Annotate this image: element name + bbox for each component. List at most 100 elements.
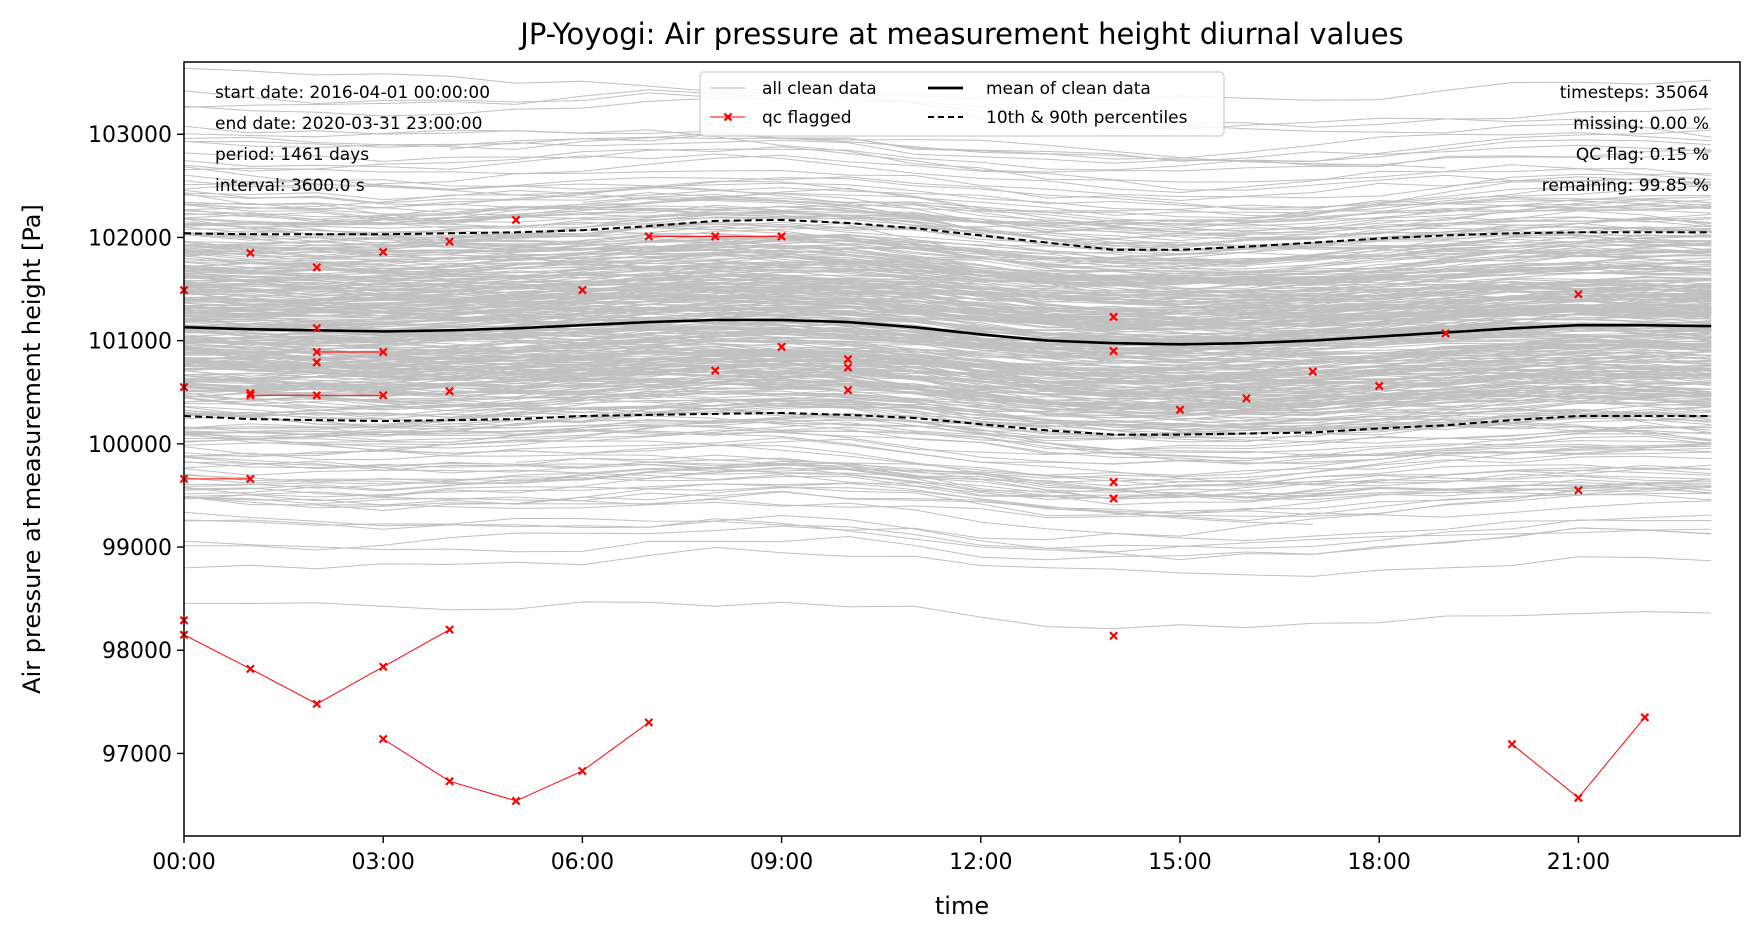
clean-data-line [183, 403, 1712, 427]
clean-data-line [183, 248, 1712, 285]
clean-data-line [449, 139, 1446, 169]
qc-point [578, 766, 587, 776]
clean-data-line [183, 429, 1712, 451]
clean-data-line [183, 199, 1712, 251]
clean-data-line [316, 204, 1247, 241]
qc-point [246, 388, 255, 398]
qc-point [1242, 394, 1251, 403]
y-axis: 97000 98000 99000 100000 101000 102000 103000 [88, 123, 184, 767]
qc-point [710, 366, 720, 375]
clean-data-line [183, 511, 1712, 561]
clean-data-line [183, 282, 1712, 318]
x-tick-label: 21:00 [1547, 850, 1610, 875]
clean-data-line [183, 260, 1712, 285]
qc-segment [183, 629, 450, 705]
clean-data-line [183, 133, 1712, 166]
clean-data-line [183, 210, 1712, 233]
clean-data-line [183, 274, 1712, 324]
clean-data-line [183, 263, 1712, 337]
qc-point [312, 347, 322, 357]
clean-data-line [183, 189, 1712, 244]
clean-data-line [183, 527, 1712, 561]
clean-data-line [183, 277, 1712, 318]
qc-point [246, 474, 255, 484]
y-tick-label: 101000 [88, 330, 172, 355]
clean-data-line [183, 367, 1313, 399]
y-tick-label: 102000 [88, 226, 172, 251]
legend-box [699, 71, 1225, 137]
clean-data-line [183, 372, 1712, 410]
x-tick-label: 00:00 [152, 850, 215, 875]
qc-point [445, 386, 454, 396]
qc-point [246, 664, 255, 674]
clean-data-line [183, 264, 1712, 290]
clean-data-line [183, 216, 1712, 249]
clean-data-line [183, 221, 1712, 252]
statistics-lines [183, 218, 1712, 436]
legend: all clean data qc flagged mean of clean … [699, 71, 1225, 137]
chart-title: JP-Yoyogi: Air pressure at measurement h… [518, 17, 1403, 51]
qc-point [1574, 485, 1583, 495]
clean-data-line [183, 429, 1712, 465]
qc-point [644, 232, 654, 241]
clean-data-line [183, 286, 1712, 313]
clean-data-line [183, 154, 1712, 183]
clean-data-line [183, 329, 1712, 349]
clean-data-line [183, 146, 1712, 173]
qc-point [1507, 739, 1517, 749]
clean-data-line [183, 381, 1712, 413]
qc-point [1109, 346, 1118, 356]
legend-label-percentiles: 10th & 90th percentiles [986, 108, 1188, 128]
clean-data-line [183, 482, 1712, 514]
clean-data-line [183, 478, 1712, 551]
timesteps-text: timesteps: 35064 [1560, 83, 1709, 103]
missing-text: missing: 0.00 % [1573, 114, 1709, 134]
clean-data-line [183, 486, 1712, 516]
clean-data-line [183, 601, 1712, 630]
y-tick-label: 98000 [102, 639, 172, 664]
clean-data-line [183, 308, 1712, 346]
qc-segment [1511, 716, 1646, 799]
clean-data-line [183, 435, 1712, 456]
qc-point [1175, 405, 1185, 415]
clean-data-line [183, 517, 1712, 553]
qc-point [1574, 289, 1583, 299]
x-axis-label: time [935, 892, 989, 920]
clean-data-line [183, 251, 1712, 285]
qc-point [445, 237, 454, 246]
clean-data-line [183, 239, 1712, 265]
clean-data-line [183, 245, 1712, 277]
clean-data-line [183, 438, 1712, 482]
qc-point [710, 232, 720, 241]
legend-marker-qc [723, 112, 733, 122]
qc-point [578, 285, 587, 295]
clean-data-line [183, 289, 1712, 321]
qc-point [445, 776, 454, 786]
qc-point [843, 363, 853, 372]
clean-data-line [183, 371, 1712, 404]
qc-point [312, 699, 322, 709]
qc-point [843, 354, 853, 364]
qc-point [777, 342, 786, 352]
x-tick-label: 03:00 [351, 850, 414, 875]
qc-point [378, 662, 388, 672]
clean-data-line [183, 170, 1712, 199]
clean-data-line [183, 487, 1712, 522]
x-tick-label: 12:00 [949, 850, 1012, 875]
qc-point [312, 262, 322, 272]
qc-point [1109, 477, 1118, 487]
qc-point [1574, 793, 1583, 803]
clean-data-line [183, 331, 1712, 360]
qc-flagged-layer [179, 215, 1650, 806]
clean-data-line [183, 269, 1712, 312]
clean-data-line [183, 346, 1712, 384]
qc-point [511, 215, 521, 225]
clean-data-line [183, 316, 1712, 364]
end-date-text: end date: 2020-03-31 23:00:00 [215, 114, 482, 134]
qc-point [445, 625, 454, 634]
clean-data-line [183, 246, 1712, 293]
percentile-10-line [183, 411, 1712, 436]
clean-data-line [183, 381, 1712, 460]
y-axis-label: Air pressure at measurement height [Pa] [18, 204, 46, 694]
qc-point [312, 323, 322, 333]
